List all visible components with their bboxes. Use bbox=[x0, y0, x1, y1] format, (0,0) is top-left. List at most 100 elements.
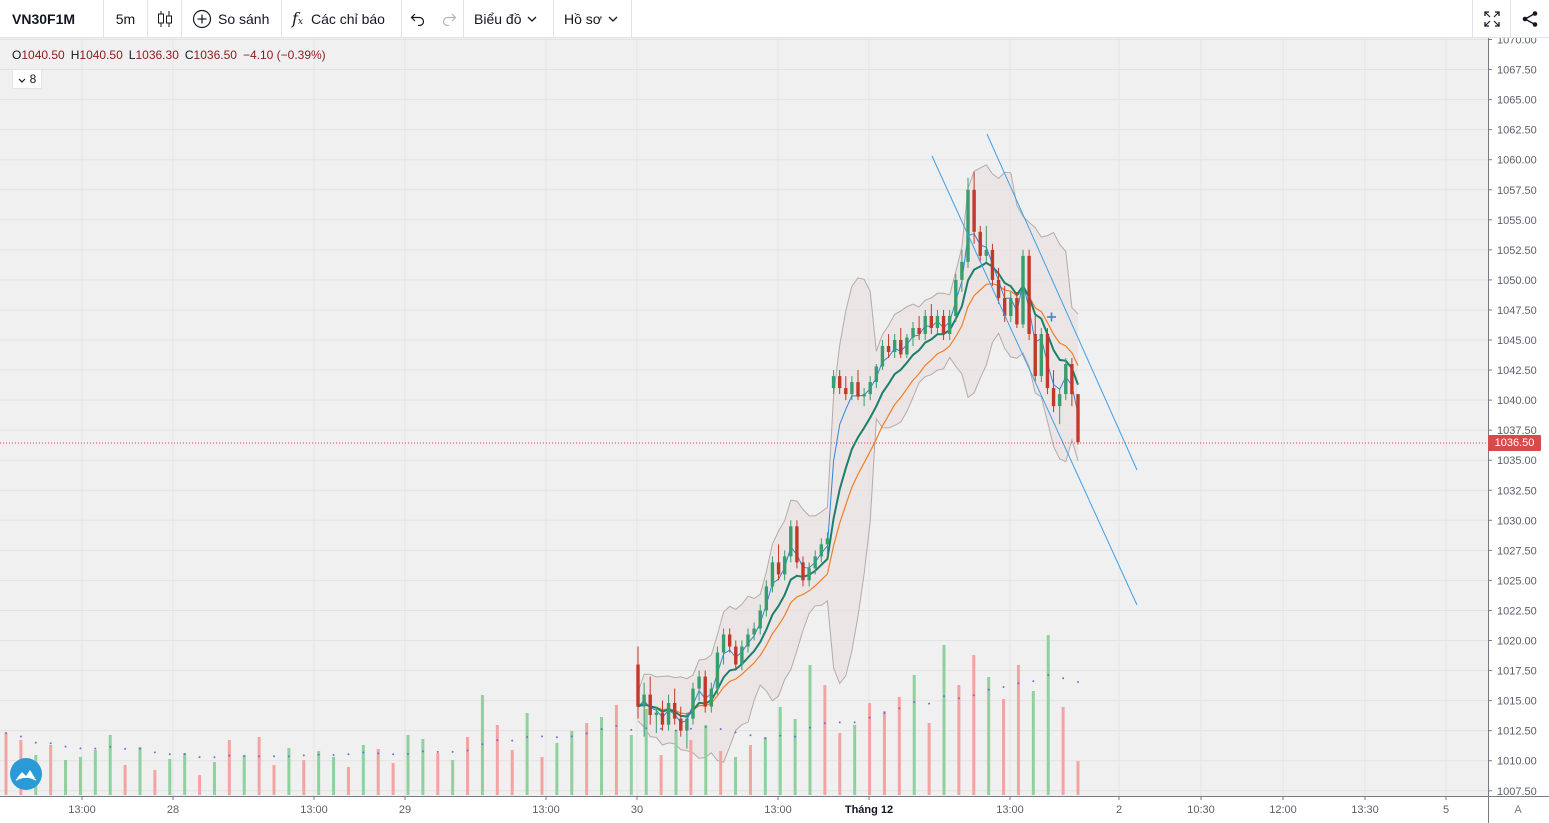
symbol-button[interactable]: VN30F1M bbox=[0, 0, 104, 37]
volume-bar bbox=[1016, 665, 1020, 795]
fullscreen-button[interactable] bbox=[1472, 0, 1510, 37]
candle-body bbox=[911, 327, 915, 338]
compare-label: So sánh bbox=[218, 10, 270, 27]
volume-ma-dot bbox=[675, 729, 677, 732]
candle-body bbox=[697, 676, 701, 689]
volume-bar bbox=[957, 685, 961, 795]
indicators-label: Các chỉ báo bbox=[311, 10, 385, 27]
candle-body bbox=[929, 315, 934, 328]
share-icon bbox=[1521, 10, 1539, 28]
volume-bar bbox=[644, 709, 648, 795]
candle-body bbox=[941, 315, 946, 334]
chart-type-button[interactable] bbox=[148, 0, 182, 37]
interval-button[interactable]: 5m bbox=[104, 0, 148, 37]
volume-ma-dot bbox=[1002, 686, 1005, 688]
volume-bar bbox=[510, 750, 514, 795]
brand-logo-icon[interactable] bbox=[10, 758, 42, 790]
volume-ma-dot bbox=[987, 688, 990, 691]
volume-bar bbox=[927, 723, 931, 795]
volume-ma-dot bbox=[407, 753, 409, 755]
volume-bar bbox=[138, 747, 142, 795]
volume-bar bbox=[942, 645, 946, 795]
chart-menu-button[interactable]: Biểu đồ bbox=[464, 0, 554, 37]
candle-body bbox=[764, 586, 769, 611]
candle-body bbox=[850, 382, 854, 395]
candle-body bbox=[709, 688, 714, 707]
y-tick-label: 1022.50 bbox=[1497, 605, 1537, 617]
candle-body bbox=[795, 526, 799, 563]
close-label: C bbox=[184, 48, 194, 62]
indicators-button[interactable]: fx Các chỉ báo bbox=[282, 0, 402, 37]
close-value: C1036.50 bbox=[185, 48, 237, 62]
x-tick-label: 13:00 bbox=[764, 804, 792, 816]
x-tick-label: 2 bbox=[1116, 804, 1122, 816]
volume-ma-dot bbox=[779, 734, 782, 737]
redo-button[interactable] bbox=[434, 0, 464, 37]
candle-body bbox=[996, 279, 1001, 298]
time-axis[interactable] bbox=[0, 796, 1488, 823]
volume-bar bbox=[64, 760, 68, 795]
share-button[interactable] bbox=[1510, 0, 1549, 37]
candle-body bbox=[782, 556, 787, 575]
last-price-tag: 1036.50 bbox=[1488, 435, 1541, 451]
volume-bar bbox=[302, 760, 306, 795]
volume-ma-dot bbox=[5, 732, 7, 734]
indicators-toggle-button[interactable]: 8 bbox=[12, 69, 42, 89]
volume-ma-dot bbox=[436, 750, 439, 753]
fullscreen-icon bbox=[1483, 10, 1500, 27]
volume-bar bbox=[108, 735, 112, 795]
volume-ma-dot bbox=[153, 751, 156, 754]
volume-bar bbox=[153, 770, 157, 795]
candle-body bbox=[886, 346, 891, 353]
candles-icon bbox=[157, 10, 173, 28]
volume-ma-dot bbox=[645, 727, 648, 730]
volume-ma-dot bbox=[943, 695, 945, 698]
interval-label: 5m bbox=[115, 10, 136, 27]
low-number: 1036.30 bbox=[135, 48, 179, 62]
compare-button[interactable]: So sánh bbox=[182, 0, 282, 37]
auto-scale-button[interactable]: A bbox=[1514, 804, 1522, 816]
volume-ma-dot bbox=[734, 731, 737, 734]
candle-body bbox=[966, 189, 970, 262]
volume-bar bbox=[212, 762, 216, 795]
volume-bar bbox=[1031, 691, 1035, 795]
volume-bar bbox=[689, 740, 693, 795]
volume-ma-dot bbox=[794, 735, 797, 738]
y-tick-label: 1050.00 bbox=[1497, 275, 1537, 287]
undo-button[interactable] bbox=[402, 0, 434, 37]
volume-ma-dot bbox=[198, 756, 201, 759]
open-number: 1040.50 bbox=[21, 48, 65, 62]
candle-body bbox=[727, 634, 732, 647]
candle-body bbox=[679, 718, 683, 731]
volume-bar bbox=[808, 665, 812, 795]
volume-bar bbox=[897, 697, 901, 795]
y-tick-label: 1052.50 bbox=[1497, 245, 1537, 257]
volume-bar bbox=[227, 740, 231, 795]
price-axis[interactable] bbox=[1488, 38, 1549, 796]
volume-ma-dot bbox=[109, 745, 112, 748]
x-tick-label: 12:00 bbox=[1269, 804, 1297, 816]
profile-menu-button[interactable]: Hồ sơ bbox=[554, 0, 632, 37]
volume-ma-dot bbox=[823, 722, 826, 725]
volume-bar bbox=[272, 765, 276, 795]
volume-ma-dot bbox=[168, 753, 171, 756]
candle-body bbox=[666, 703, 671, 725]
candle-body bbox=[1064, 364, 1068, 395]
volume-bar bbox=[93, 750, 97, 795]
volume-bar bbox=[391, 763, 395, 795]
open-value: O1040.50 bbox=[12, 48, 65, 62]
y-tick-label: 1065.00 bbox=[1497, 95, 1537, 107]
volume-bar bbox=[987, 677, 991, 795]
volume-bar bbox=[614, 705, 618, 795]
y-tick-label: 1015.00 bbox=[1497, 696, 1537, 708]
volume-ma-dot bbox=[660, 727, 663, 730]
candle-body bbox=[648, 694, 652, 716]
chevron-down-icon bbox=[527, 16, 537, 22]
volume-bar bbox=[421, 739, 425, 795]
candle-body bbox=[856, 382, 860, 397]
trend-channel-drawing[interactable] bbox=[931, 133, 1138, 606]
x-tick-label: 13:30 bbox=[1351, 804, 1379, 816]
volume-bar bbox=[332, 757, 336, 795]
volume-bar bbox=[585, 723, 589, 795]
